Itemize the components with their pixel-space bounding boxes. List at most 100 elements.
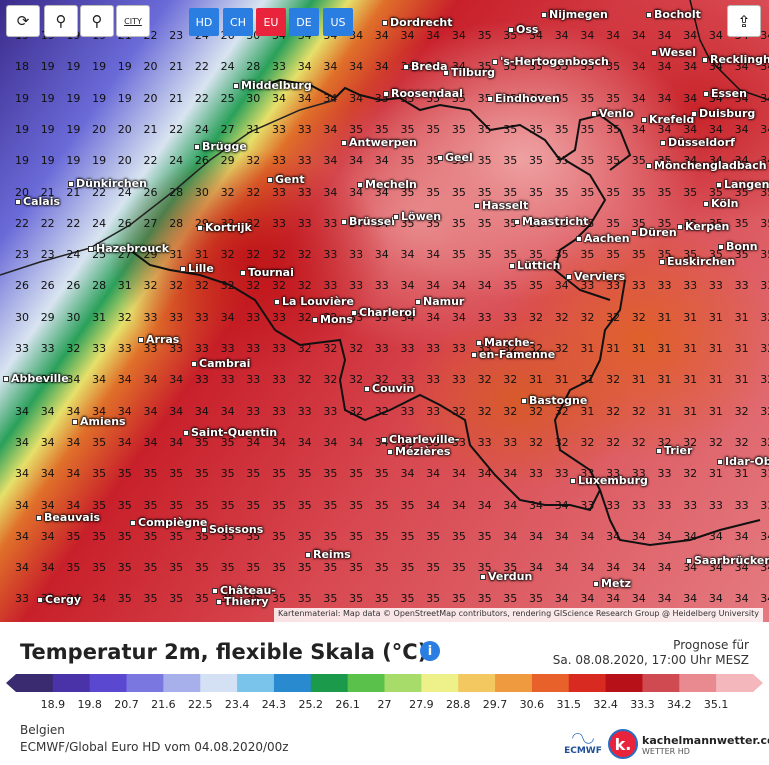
temperature-value: 35 bbox=[451, 248, 466, 262]
temperature-map[interactable]: 19 19 19 19 21 22 23 24 26 30 34 34 34 34 34 34 34 34 35 35… bbox=[0, 0, 769, 622]
kachelmann-logo[interactable]: k. bbox=[608, 729, 638, 759]
temperature-value: 35 bbox=[220, 498, 235, 512]
temperature-value: 33 bbox=[323, 248, 338, 262]
temperature-value: 19 bbox=[40, 122, 55, 136]
temperature-value: 31 bbox=[734, 342, 749, 355]
temperature-value: 34 bbox=[503, 529, 518, 543]
city-label: Mézières bbox=[387, 446, 450, 458]
region-us-button[interactable]: US bbox=[323, 8, 353, 36]
city-label: Oss bbox=[508, 24, 538, 36]
model-info: ECMWF/Global Euro HD vom 04.08.2020/00z bbox=[20, 740, 289, 754]
scale-tick-label: 31.5 bbox=[556, 698, 582, 711]
temperature-value: 34 bbox=[349, 91, 364, 105]
temperature-value: 34 bbox=[477, 279, 492, 293]
temperature-value: 32 bbox=[272, 279, 286, 293]
temperature-value: 34 bbox=[323, 60, 338, 74]
temperature-value: 24 bbox=[66, 248, 81, 262]
temperature-value: 32 bbox=[554, 404, 569, 418]
temperature-value: 35 bbox=[503, 122, 518, 136]
temperature-value: 34 bbox=[580, 561, 595, 575]
forecast-time: Sa. 08.08.2020, 17:00 Uhr MESZ bbox=[552, 653, 749, 667]
temperature-value: 33 bbox=[272, 60, 286, 74]
temperature-value: 35 bbox=[92, 435, 107, 449]
temperature-value: 35 bbox=[374, 561, 389, 575]
scale-tick-label: 34.2 bbox=[667, 698, 692, 711]
zoom-button[interactable]: ⚲ bbox=[80, 5, 114, 37]
region-de-button[interactable]: DE bbox=[289, 8, 319, 36]
temperature-value: 33 bbox=[554, 467, 569, 481]
temperature-value: 35 bbox=[194, 561, 209, 575]
temperature-value: 34 bbox=[657, 122, 672, 136]
temperature-value: 32 bbox=[374, 404, 389, 418]
region-eu-button[interactable]: EU bbox=[256, 8, 286, 36]
temperature-value: 32 bbox=[323, 342, 338, 355]
scale-segment bbox=[237, 674, 275, 692]
city-label: Amiens bbox=[72, 416, 126, 428]
scale-tick-label: 22.5 bbox=[188, 698, 213, 711]
scale-tick-label: 23.4 bbox=[224, 698, 250, 711]
temperature-value: 32 bbox=[272, 248, 286, 262]
temperature-value: 34 bbox=[554, 29, 569, 42]
temperature-value: 34 bbox=[323, 154, 338, 168]
city-label: Essen bbox=[703, 88, 747, 100]
temperature-value: 35 bbox=[477, 216, 492, 230]
city-toggle-button[interactable]: CITY bbox=[116, 5, 150, 37]
temperature-value: 35 bbox=[503, 279, 518, 293]
temperature-value: 35 bbox=[580, 185, 595, 199]
locate-button[interactable]: ⚲ bbox=[44, 5, 78, 37]
region-ch-button[interactable]: CH bbox=[223, 8, 253, 36]
temperature-value: 32 bbox=[760, 373, 769, 387]
temperature-value: 34 bbox=[15, 498, 29, 512]
scale-tick-label: 26.1 bbox=[335, 698, 360, 711]
info-icon[interactable]: i bbox=[420, 641, 440, 661]
temperature-value: 34 bbox=[760, 561, 769, 575]
temperature-value: 35 bbox=[374, 122, 389, 136]
city-label: Recklingha bbox=[702, 54, 769, 66]
region-hd-button[interactable]: HD bbox=[189, 8, 219, 36]
temperature-value: 31 bbox=[683, 342, 698, 355]
temperature-value: 33 bbox=[246, 342, 261, 355]
temperature-value: 33 bbox=[272, 216, 286, 230]
temperature-value: 34 bbox=[272, 435, 286, 449]
city-label: Cergy bbox=[37, 594, 81, 606]
city-label: Namur bbox=[415, 296, 464, 308]
temperature-value: 31 bbox=[708, 373, 723, 387]
temperature-value: 34 bbox=[683, 29, 698, 42]
temperature-value: 35 bbox=[323, 529, 338, 543]
refresh-button[interactable]: ⟳ bbox=[6, 5, 40, 37]
temperature-value: 35 bbox=[169, 592, 184, 606]
temperature-value: 34 bbox=[323, 122, 338, 136]
temperature-value: 24 bbox=[169, 154, 184, 168]
temperature-value: 31 bbox=[734, 373, 749, 387]
scale-segment bbox=[89, 674, 128, 692]
temperature-value: 31 bbox=[529, 373, 543, 387]
temperature-value: 33 bbox=[580, 498, 595, 512]
temperature-value: 35 bbox=[760, 248, 769, 262]
temperature-value: 33 bbox=[426, 342, 441, 355]
temperature-value: 35 bbox=[349, 561, 364, 575]
temperature-value: 34 bbox=[40, 467, 55, 481]
city-label: Tournai bbox=[240, 267, 294, 279]
scale-tick-label: 30.6 bbox=[519, 698, 545, 711]
city-label: Dordrecht bbox=[382, 17, 452, 29]
region-name: Belgien bbox=[20, 723, 65, 737]
temperature-value: 33 bbox=[734, 498, 749, 512]
share-button[interactable]: ⇪ bbox=[727, 5, 761, 37]
city-label: Aachen bbox=[576, 233, 630, 245]
temperature-value: 35 bbox=[117, 467, 132, 481]
temperature-value: 34 bbox=[606, 529, 621, 543]
temperature-value: 35 bbox=[349, 592, 364, 606]
temperature-value: 23 bbox=[169, 29, 184, 42]
temperature-value: 35 bbox=[323, 498, 338, 512]
temperature-value: 28 bbox=[169, 185, 184, 199]
temperature-value: 35 bbox=[477, 185, 492, 199]
temperature-value: 34 bbox=[400, 467, 415, 481]
temperature-value: 35 bbox=[66, 561, 81, 575]
temperature-value: 33 bbox=[15, 342, 29, 355]
kachelmann-site-name[interactable]: kachelmannwetter.com bbox=[642, 734, 769, 747]
temperature-value: 34 bbox=[683, 60, 698, 74]
city-label: Middelburg bbox=[233, 80, 312, 92]
temperature-value: 35 bbox=[272, 498, 286, 512]
temperature-value: 35 bbox=[554, 185, 569, 199]
temperature-value: 34 bbox=[554, 592, 569, 606]
